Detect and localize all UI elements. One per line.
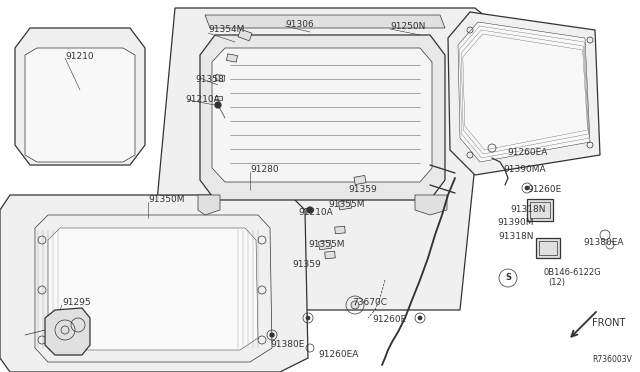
Polygon shape — [458, 22, 590, 162]
Polygon shape — [0, 195, 308, 372]
Text: FRONT: FRONT — [592, 318, 625, 328]
Polygon shape — [238, 29, 252, 41]
Text: 0B146-6122G: 0B146-6122G — [543, 268, 600, 277]
Text: 91210: 91210 — [65, 52, 93, 61]
Text: 91260E: 91260E — [527, 185, 561, 194]
Text: 91355M: 91355M — [328, 200, 365, 209]
Text: 91380E: 91380E — [270, 340, 305, 349]
Polygon shape — [354, 176, 366, 185]
Polygon shape — [448, 12, 600, 175]
Text: 91359: 91359 — [348, 185, 377, 194]
Text: S: S — [505, 273, 511, 282]
Text: 91355M: 91355M — [308, 240, 344, 249]
Circle shape — [307, 207, 313, 213]
Text: 91318N: 91318N — [498, 232, 534, 241]
Circle shape — [61, 326, 69, 334]
Polygon shape — [335, 226, 345, 234]
Circle shape — [351, 301, 359, 309]
Polygon shape — [200, 35, 445, 200]
Polygon shape — [227, 54, 237, 62]
Circle shape — [306, 316, 310, 320]
Text: 91250N: 91250N — [390, 22, 426, 31]
Polygon shape — [212, 48, 432, 182]
Circle shape — [418, 316, 422, 320]
Polygon shape — [35, 215, 272, 362]
Polygon shape — [48, 228, 258, 350]
Polygon shape — [319, 240, 332, 250]
Polygon shape — [527, 199, 553, 221]
Text: R736003V: R736003V — [592, 355, 632, 364]
Text: 91350M: 91350M — [148, 195, 184, 204]
Circle shape — [525, 186, 529, 190]
Polygon shape — [15, 28, 145, 165]
Text: 91354M: 91354M — [208, 25, 244, 34]
Polygon shape — [45, 308, 90, 355]
Text: 91390M: 91390M — [497, 218, 534, 227]
Polygon shape — [215, 75, 225, 81]
Polygon shape — [205, 15, 445, 28]
Polygon shape — [415, 195, 447, 215]
Text: 91210A: 91210A — [185, 95, 220, 104]
Text: 91359: 91359 — [292, 260, 321, 269]
Text: (12): (12) — [548, 278, 565, 287]
Text: 91295: 91295 — [62, 298, 91, 307]
Text: 91280: 91280 — [250, 165, 278, 174]
Text: 91260E: 91260E — [372, 315, 406, 324]
Text: 91260EA: 91260EA — [507, 148, 547, 157]
Circle shape — [215, 102, 221, 108]
Text: 91358: 91358 — [195, 75, 224, 84]
Text: 91306: 91306 — [285, 20, 314, 29]
Polygon shape — [198, 195, 220, 215]
Text: 91380EA: 91380EA — [583, 238, 623, 247]
Polygon shape — [324, 251, 335, 259]
Polygon shape — [536, 238, 560, 258]
Text: 91390MA: 91390MA — [503, 165, 546, 174]
Text: 91210A: 91210A — [298, 208, 333, 217]
Polygon shape — [214, 96, 221, 100]
Text: 91260EA: 91260EA — [318, 350, 358, 359]
Polygon shape — [148, 8, 490, 310]
Text: 73670C: 73670C — [352, 298, 387, 307]
Text: 91318N: 91318N — [510, 205, 545, 214]
Polygon shape — [339, 200, 351, 210]
Circle shape — [270, 333, 274, 337]
Polygon shape — [25, 48, 135, 162]
